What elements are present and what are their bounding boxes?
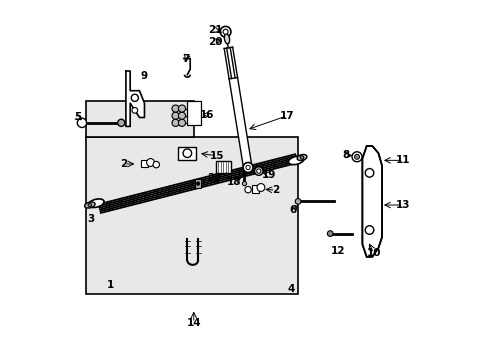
Circle shape (183, 149, 191, 157)
Text: 2: 2 (271, 185, 279, 195)
Text: 21: 21 (207, 25, 222, 35)
Circle shape (172, 112, 179, 119)
Polygon shape (125, 71, 144, 126)
Bar (216, 161, 230, 173)
Polygon shape (224, 47, 252, 170)
Circle shape (118, 119, 124, 126)
Text: 4: 4 (286, 284, 294, 294)
Bar (251, 185, 258, 193)
Bar (187, 102, 201, 125)
Circle shape (172, 105, 179, 112)
Text: 19: 19 (261, 170, 275, 180)
Circle shape (300, 156, 303, 159)
Text: 5: 5 (74, 112, 81, 122)
Circle shape (242, 181, 246, 186)
Text: 13: 13 (395, 200, 410, 210)
Text: 20: 20 (207, 37, 222, 47)
Circle shape (146, 158, 154, 166)
Text: 6: 6 (289, 205, 296, 215)
Text: 8: 8 (342, 150, 349, 160)
Circle shape (77, 118, 86, 127)
Text: 9: 9 (140, 71, 147, 81)
Text: 12: 12 (330, 247, 345, 256)
Ellipse shape (88, 199, 104, 207)
Text: 22: 22 (206, 173, 221, 183)
Bar (141, 160, 148, 167)
Circle shape (220, 26, 230, 37)
Circle shape (178, 119, 185, 126)
Ellipse shape (297, 154, 306, 161)
Text: 3: 3 (87, 214, 94, 224)
Circle shape (254, 167, 263, 175)
Ellipse shape (288, 156, 304, 165)
Text: 16: 16 (199, 110, 214, 120)
Text: 17: 17 (280, 111, 294, 121)
Circle shape (178, 112, 185, 119)
Bar (178, 147, 196, 159)
Text: 7: 7 (182, 54, 189, 64)
Circle shape (245, 165, 250, 170)
Ellipse shape (84, 202, 95, 208)
Circle shape (88, 203, 91, 207)
Text: 10: 10 (366, 248, 380, 258)
Text: 14: 14 (186, 318, 201, 328)
Circle shape (196, 182, 200, 185)
Polygon shape (362, 146, 381, 257)
Circle shape (153, 161, 159, 168)
Circle shape (223, 29, 227, 34)
Circle shape (131, 94, 138, 102)
Circle shape (351, 152, 361, 162)
Bar (85, 137, 298, 294)
Circle shape (295, 199, 300, 204)
Bar (85, 102, 194, 137)
Circle shape (365, 226, 373, 234)
Ellipse shape (224, 34, 229, 44)
Circle shape (326, 231, 332, 237)
Text: 2: 2 (120, 159, 127, 169)
Circle shape (243, 162, 253, 172)
Circle shape (178, 105, 185, 112)
Circle shape (132, 108, 138, 113)
Text: 15: 15 (209, 151, 224, 161)
Circle shape (354, 154, 359, 159)
Circle shape (365, 168, 373, 177)
Text: 11: 11 (395, 156, 410, 165)
Circle shape (257, 184, 264, 192)
Text: 1: 1 (107, 280, 114, 291)
Circle shape (172, 119, 179, 126)
Text: 18: 18 (226, 177, 241, 187)
Bar (194, 179, 201, 188)
Circle shape (256, 169, 261, 173)
Circle shape (244, 186, 251, 193)
